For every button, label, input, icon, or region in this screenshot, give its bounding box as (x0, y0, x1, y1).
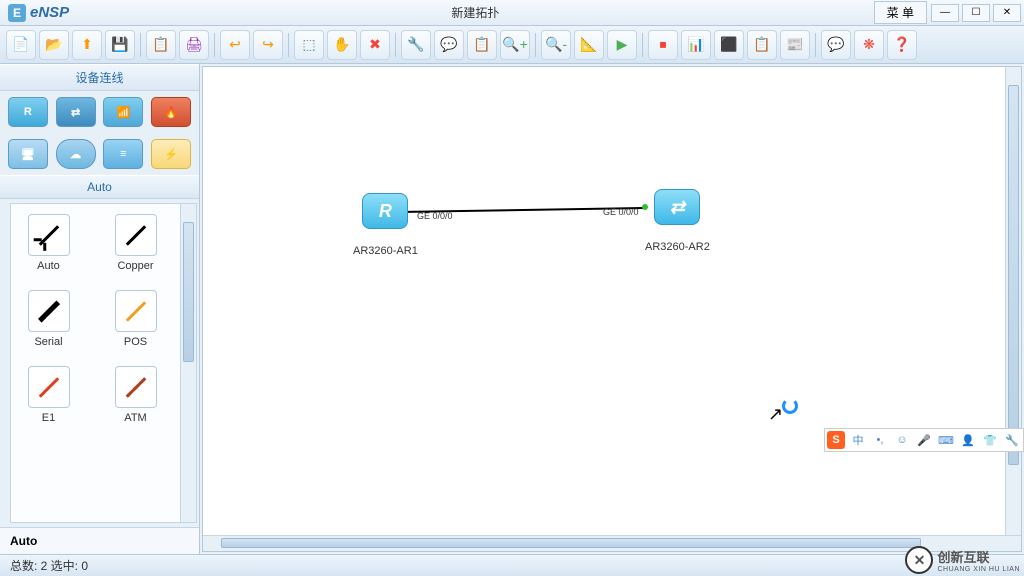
ime-button-2[interactable]: •, (871, 431, 889, 449)
sidebar-header: 设备连线 (0, 64, 199, 91)
topology-canvas[interactable]: GE 0/0/0 GE 0/0/0 R AR3260-AR1 ⇄ AR3260-AR2 (202, 66, 1022, 552)
device-category-cloud[interactable]: ☁ (56, 139, 96, 169)
ime-button-0[interactable]: S (827, 431, 845, 449)
toolbar-button-20[interactable]: ⬛ (714, 30, 744, 60)
ime-button-7[interactable]: 👕 (981, 431, 999, 449)
cable-item-auto[interactable]: Auto (21, 214, 76, 272)
toolbar-button-23[interactable]: 💬 (821, 30, 851, 60)
section-header: Auto (0, 175, 199, 199)
menu-button[interactable]: 菜 单 (874, 1, 927, 24)
toolbar-button-5[interactable]: 🖨 (179, 30, 209, 60)
toolbar-button-22[interactable]: 📰 (780, 30, 810, 60)
node-label: AR3260-AR2 (645, 241, 710, 253)
cable-item-serial[interactable]: Serial (21, 290, 76, 348)
toolbar-button-12[interactable]: 💬 (434, 30, 464, 60)
topology-node-n2[interactable]: ⇄ AR3260-AR2 (645, 189, 710, 253)
device-category-row-2: 🖥 ☁≡ ⚡ (0, 133, 199, 175)
cable-panel: Auto Copper Serial POS E1 ATM (10, 203, 197, 523)
watermark: ✕ 创新互联 CHUANG XIN HU LIAN (905, 546, 1020, 574)
cable-item-e1[interactable]: E1 (21, 366, 76, 424)
toolbar-button-17[interactable]: ▶ (607, 30, 637, 60)
cable-item-copper[interactable]: Copper (108, 214, 163, 272)
device-category-row-1: R ⇄📶 🔥 (0, 91, 199, 133)
toolbar-button-10[interactable]: ✖ (360, 30, 390, 60)
toolbar-button-13[interactable]: 📋 (467, 30, 497, 60)
cable-label: Serial (34, 336, 62, 348)
cable-label: ATM (124, 412, 146, 424)
device-category-wlan[interactable]: 📶 (103, 97, 143, 127)
canvas-scrollbar-horizontal[interactable] (203, 535, 1021, 551)
toolbar-button-2[interactable]: ⬆ (72, 30, 102, 60)
ime-button-5[interactable]: ⌨ (937, 431, 955, 449)
cable-label: E1 (42, 412, 55, 424)
cable-label: Auto (37, 260, 60, 272)
cable-scrollbar[interactable] (180, 204, 196, 522)
statusbar: 总数: 2 选中: 0 (0, 554, 1024, 576)
toolbar-button-6[interactable]: ↩ (220, 30, 250, 60)
toolbar-button-21[interactable]: 📋 (747, 30, 777, 60)
toolbar-button-24[interactable]: ❋ (854, 30, 884, 60)
cable-label: POS (124, 336, 147, 348)
canvas-scrollbar-vertical[interactable] (1005, 67, 1021, 535)
sidebar-footer: Auto (0, 527, 199, 554)
watermark-sub: CHUANG XIN HU LIAN (937, 566, 1020, 573)
toolbar-button-4[interactable]: 📋 (146, 30, 176, 60)
ime-toolbar: S中•,☺🎤⌨👤👕🔧 (824, 428, 1024, 452)
toolbar-button-0[interactable]: 📄 (6, 30, 36, 60)
ime-button-3[interactable]: ☺ (893, 431, 911, 449)
toolbar-button-18[interactable]: ⏹ (648, 30, 678, 60)
logo-icon: E (8, 4, 26, 22)
device-category-other[interactable]: ≡ (103, 139, 143, 169)
watermark-text: 创新互联 (937, 547, 1020, 566)
ime-button-8[interactable]: 🔧 (1003, 431, 1021, 449)
router-icon: R (362, 193, 408, 229)
sidebar: 设备连线 R ⇄📶 🔥 🖥 ☁≡ ⚡ Auto Auto Copper Serial POS E… (0, 64, 200, 554)
toolbar-button-16[interactable]: 📐 (574, 30, 604, 60)
minimize-button[interactable]: — (931, 4, 959, 22)
status-text: 总数: 2 选中: 0 (10, 557, 88, 574)
toolbar-button-19[interactable]: 📊 (681, 30, 711, 60)
ime-button-4[interactable]: 🎤 (915, 431, 933, 449)
toolbar-button-15[interactable]: 🔍- (541, 30, 571, 60)
cable-item-pos[interactable]: POS (108, 290, 163, 348)
topology-node-n1[interactable]: R AR3260-AR1 (353, 193, 418, 257)
link-interface-label: GE 0/0/0 (417, 211, 453, 221)
app-logo: E eNSP (0, 4, 77, 22)
toolbar-button-8[interactable]: ⬚ (294, 30, 324, 60)
toolbar-button-9[interactable]: ✋ (327, 30, 357, 60)
toolbar-button-25[interactable]: ❓ (887, 30, 917, 60)
titlebar: E eNSP 新建拓扑 菜 单 — ☐ ✕ (0, 0, 1024, 26)
toolbar-button-11[interactable]: 🔧 (401, 30, 431, 60)
device-category-firewall[interactable]: 🔥 (151, 97, 191, 127)
toolbar-button-3[interactable]: 💾 (105, 30, 135, 60)
device-category-conn[interactable]: ⚡ (151, 139, 191, 169)
ime-button-6[interactable]: 👤 (959, 431, 977, 449)
router-icon: ⇄ (654, 189, 700, 225)
close-button[interactable]: ✕ (993, 4, 1021, 22)
toolbar-button-1[interactable]: 📂 (39, 30, 69, 60)
maximize-button[interactable]: ☐ (962, 4, 990, 22)
device-category-pc[interactable]: 🖥 (8, 139, 48, 169)
device-category-switch[interactable]: ⇄ (56, 97, 96, 127)
logo-text: eNSP (30, 4, 69, 21)
toolbar-button-14[interactable]: 🔍+ (500, 30, 530, 60)
cable-label: Copper (117, 260, 153, 272)
link-interface-label: GE 0/0/0 (603, 207, 639, 217)
device-category-router[interactable]: R (8, 97, 48, 127)
watermark-icon: ✕ (905, 546, 933, 574)
toolbar-button-7[interactable]: ↪ (253, 30, 283, 60)
toolbar: 📄📂⬆💾📋🖨↩↪⬚✋✖🔧💬📋🔍+🔍-📐▶⏹📊⬛📋📰💬❋❓ (0, 26, 1024, 64)
cable-item-atm[interactable]: ATM (108, 366, 163, 424)
node-label: AR3260-AR1 (353, 245, 418, 257)
ime-button-1[interactable]: 中 (849, 431, 867, 449)
window-title: 新建拓扑 (77, 4, 873, 21)
